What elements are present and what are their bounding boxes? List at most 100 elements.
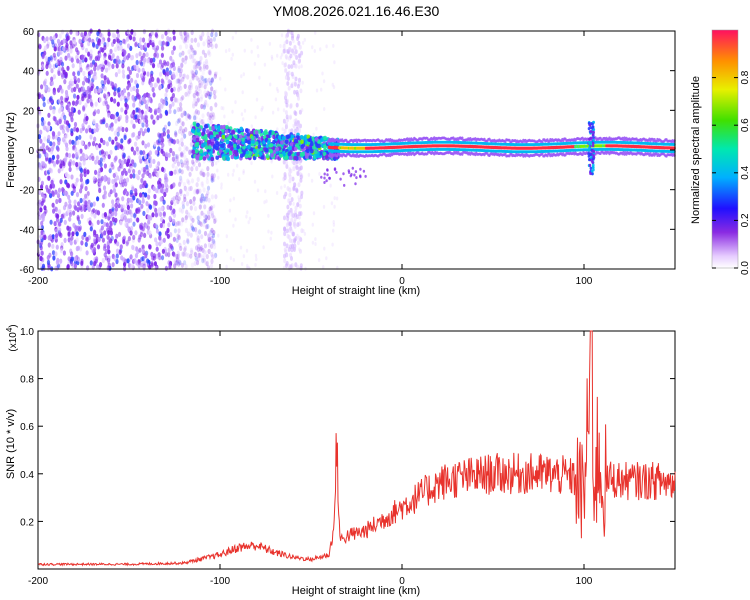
spectrogram-cell (254, 253, 258, 258)
spectrogram-cell (232, 168, 235, 173)
spectrogram-cell (175, 78, 180, 84)
spectrogram-cell (156, 115, 160, 121)
spectrogram-cell (75, 30, 79, 37)
spectrogram-cell (310, 178, 314, 183)
spectrogram-cell (196, 176, 200, 183)
spectrogram-cell (189, 232, 193, 238)
spectrogram-cell (72, 39, 77, 45)
spectrogram-cell (78, 38, 82, 45)
spectrogram-cell (238, 177, 241, 182)
spectrogram-cell (141, 244, 145, 250)
spectrogram-cell (98, 167, 102, 173)
spectrogram-cell (206, 166, 210, 172)
spectrogram-cell (115, 63, 119, 69)
spectrogram-cell (188, 130, 192, 137)
spectrogram-cell (229, 256, 233, 261)
spectrogram-cell (49, 141, 53, 147)
spectrogram-cell (207, 237, 211, 243)
spectrogram-cell (192, 103, 196, 109)
spectrogram-cell (290, 210, 293, 215)
spectrogram-cell (97, 236, 101, 242)
spectrogram-cell (355, 155, 358, 158)
spectrogram-cell (190, 69, 194, 75)
spectrogram-cell (107, 177, 111, 183)
spectrogram-cell (44, 208, 48, 214)
spectrogram-cell (140, 44, 144, 51)
spectrogram-cell (42, 213, 46, 219)
spectrogram-cell (106, 104, 110, 110)
spectrogram-cell (54, 206, 59, 212)
spectrogram-cell (287, 234, 291, 240)
spectrogram-cell (249, 130, 254, 136)
spectrogram-cell (202, 187, 206, 193)
spectrogram-cell (129, 86, 133, 92)
spectrogram-cell (225, 125, 229, 130)
spectrogram-cell (204, 218, 208, 224)
spectrogram-cell (207, 39, 211, 45)
spectrogram-cell (253, 179, 257, 184)
spectrogram-cell (57, 108, 62, 114)
spectrogram-cell (176, 257, 180, 263)
spectrogram-cell (119, 144, 124, 150)
spectrogram-cell (75, 135, 79, 141)
spectrogram-cell (44, 85, 48, 91)
spectrogram-cell (73, 93, 77, 99)
spectrogram-cell (76, 139, 80, 146)
spectrogram-cell (199, 149, 204, 154)
spectrogram-cell (255, 257, 258, 262)
spectrogram-cell (54, 228, 58, 234)
spectrogram-cell (295, 121, 299, 127)
spectrogram-cell (111, 178, 115, 185)
spectrogram-cell (153, 141, 157, 147)
spectrogram-cell (95, 145, 99, 151)
spectrogram-cell (288, 178, 292, 184)
spectrogram-cell (115, 111, 119, 117)
spectrogram-cell (290, 197, 294, 202)
spectrogram-cell (287, 47, 291, 52)
spectrogram-cell (196, 188, 200, 194)
spectrogram-cell (251, 139, 255, 144)
spectrogram-cell (323, 135, 327, 141)
spectrogram-cell (201, 131, 205, 137)
spectrogram-cell (177, 234, 181, 240)
spectrogram-cell (76, 58, 80, 64)
spectrogram-cell (321, 71, 324, 76)
spectrogram-cell (207, 242, 212, 248)
spectrogram-cell (94, 74, 98, 81)
spectrogram-cell (188, 114, 192, 120)
spectrogram-cell (293, 89, 297, 95)
spectrogram-cell (51, 39, 55, 45)
spectrogram-cell (276, 89, 280, 94)
spectrogram-cell (111, 216, 115, 222)
spectrogram-cell (102, 117, 106, 123)
spectrogram-cell (164, 230, 169, 236)
spectrogram-cell (147, 93, 151, 99)
spectrogram-cell (60, 61, 65, 67)
spectrogram-cell (102, 156, 106, 163)
spectrogram-cell (282, 108, 286, 113)
spectrogram-cell (143, 169, 147, 175)
spectrogram-cell (244, 154, 249, 159)
spectrogram-cell (259, 132, 264, 137)
spectrogram-cell (194, 101, 198, 107)
spectrogram-cell (228, 134, 232, 140)
spectrogram-cell (39, 234, 43, 240)
spectrogram-cell (322, 79, 326, 84)
spectrogram-cell (191, 73, 195, 79)
spectrogram-cell (177, 87, 181, 93)
spectrogram-cell (225, 234, 228, 239)
spectrogram-cell (178, 260, 182, 266)
spectrogram-cell (214, 194, 218, 200)
spectrogram-cell (107, 31, 111, 37)
spectrogram-cell (60, 88, 64, 94)
spectrogram-cell (160, 34, 165, 40)
spectrogram-cell (189, 54, 193, 60)
spectrogram-cell (290, 238, 294, 244)
spectrogram-cell (79, 67, 83, 73)
spectrogram-cell (284, 155, 289, 161)
spectrogram-cell (164, 109, 168, 115)
spectrogram-cell (62, 38, 66, 44)
spectrogram-cell (66, 225, 70, 231)
spectrogram-cell (167, 252, 171, 258)
spectrogram-cell (293, 216, 297, 222)
